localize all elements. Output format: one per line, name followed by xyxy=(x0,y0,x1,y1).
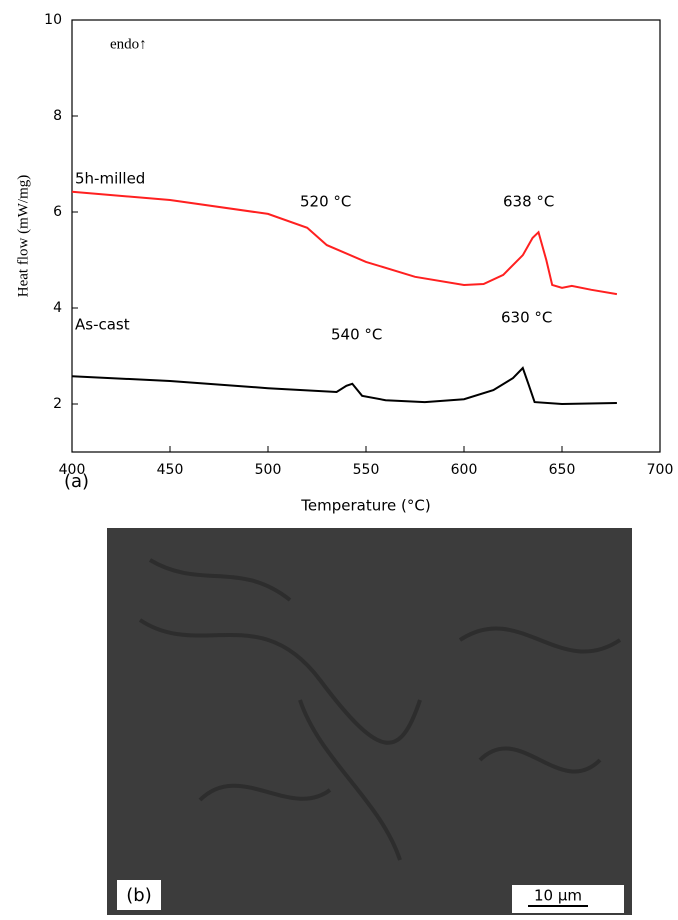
x-tick-label: 400 xyxy=(59,462,86,478)
y-tick-label: 2 xyxy=(53,396,62,412)
x-tick-label: 650 xyxy=(549,462,576,478)
figure: Temperature (°C) Heat flow (mW/mg) (a) (… xyxy=(0,0,678,920)
image-label: (b) xyxy=(126,885,151,906)
y-tick-label: 6 xyxy=(53,204,62,220)
x-tick-label: 450 xyxy=(157,462,184,478)
y-axis-label: Heat flow (mW/mg) xyxy=(15,175,31,297)
y-tick-label: 4 xyxy=(53,300,62,316)
annotation: 520 °C xyxy=(300,193,351,211)
sem-image: (b) 10 μm xyxy=(107,528,632,915)
annotation: endo↑ xyxy=(110,36,147,52)
y-tick-label: 10 xyxy=(44,12,62,28)
x-tick-label: 600 xyxy=(451,462,478,478)
annotation: 638 °C xyxy=(503,193,554,211)
y-tick-label: 8 xyxy=(53,108,62,124)
x-tick-label: 550 xyxy=(353,462,380,478)
series-line xyxy=(72,368,617,404)
series-label: As-cast xyxy=(75,316,130,334)
series-label: 5h-milled xyxy=(75,170,145,188)
annotation: 630 °C xyxy=(501,309,552,327)
image-background xyxy=(107,528,632,915)
plot-frame xyxy=(72,20,660,452)
x-tick-label: 500 xyxy=(255,462,282,478)
scale-label: 10 μm xyxy=(534,887,582,905)
annotation: 540 °C xyxy=(331,326,382,344)
x-axis-label: Temperature (°C) xyxy=(300,497,430,515)
x-tick-label: 700 xyxy=(647,462,674,478)
